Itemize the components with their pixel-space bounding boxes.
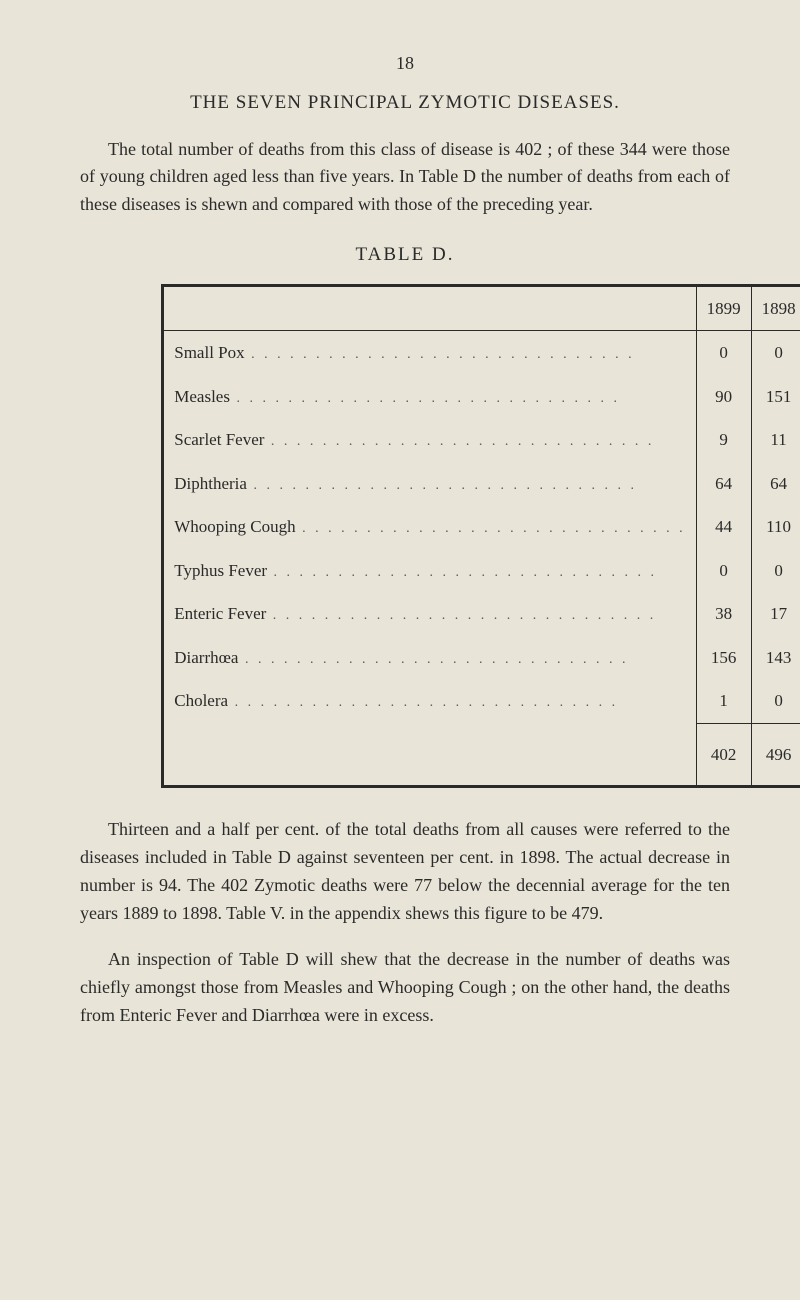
page-number: 18 [80,50,730,77]
table-d: 1899 1898 Small Pox 0 0 Measles 90 151 S… [161,284,649,789]
value-1899: 9 [696,418,751,462]
table-row: Measles 90 151 [163,375,800,419]
value-1898: 143 [751,636,800,680]
value-1898: 151 [751,375,800,419]
intro-paragraph: The total number of deaths from this cla… [80,136,730,220]
table-caption: TABLE D. [80,241,730,270]
disease-name-cell: Enteric Fever [174,604,656,623]
table-header-1898: 1898 [751,285,800,331]
value-1899: 0 [696,331,751,375]
disease-name-cell: Scarlet Fever [174,430,654,449]
total-1899: 402 [696,723,751,787]
disease-name-cell: Diarrhœa [174,648,628,667]
value-1898: 11 [751,418,800,462]
table-header-1899: 1899 [696,285,751,331]
table-row: Diphtheria 64 64 [163,462,800,506]
value-1899: 44 [696,505,751,549]
total-1898: 496 [751,723,800,787]
page-heading: THE SEVEN PRINCIPAL ZYMOTIC DISEASES. [80,89,730,118]
value-1898: 0 [751,331,800,375]
disease-name-cell: Typhus Fever [174,561,657,580]
value-1898: 17 [751,592,800,636]
table-row: Diarrhœa 156 143 [163,636,800,680]
after-paragraph-2: An inspection of Table D will shew that … [80,946,730,1030]
value-1899: 156 [696,636,751,680]
disease-name-cell: Small Pox [174,343,634,362]
table-total-row: 402 496 [163,723,800,787]
disease-name-cell: Measles [174,387,620,406]
value-1899: 1 [696,679,751,723]
table-row: Typhus Fever 0 0 [163,549,800,593]
table-row: Cholera 1 0 [163,679,800,723]
value-1898: 64 [751,462,800,506]
value-1899: 90 [696,375,751,419]
value-1898: 110 [751,505,800,549]
zymotic-diseases-table: 1899 1898 Small Pox 0 0 Measles 90 151 S… [161,284,800,789]
table-header-blank [163,285,696,331]
value-1899: 38 [696,592,751,636]
table-row: Scarlet Fever 9 11 [163,418,800,462]
table-header-row: 1899 1898 [163,285,800,331]
disease-name-cell: Whooping Cough [174,517,685,536]
value-1898: 0 [751,549,800,593]
table-row: Enteric Fever 38 17 [163,592,800,636]
value-1898: 0 [751,679,800,723]
disease-name-cell: Cholera [174,691,618,710]
table-row: Whooping Cough 44 110 [163,505,800,549]
table-row: Small Pox 0 0 [163,331,800,375]
value-1899: 0 [696,549,751,593]
after-paragraph-1: Thirteen and a half per cent. of the tot… [80,816,730,928]
disease-name-cell: Diphtheria [174,474,637,493]
value-1899: 64 [696,462,751,506]
